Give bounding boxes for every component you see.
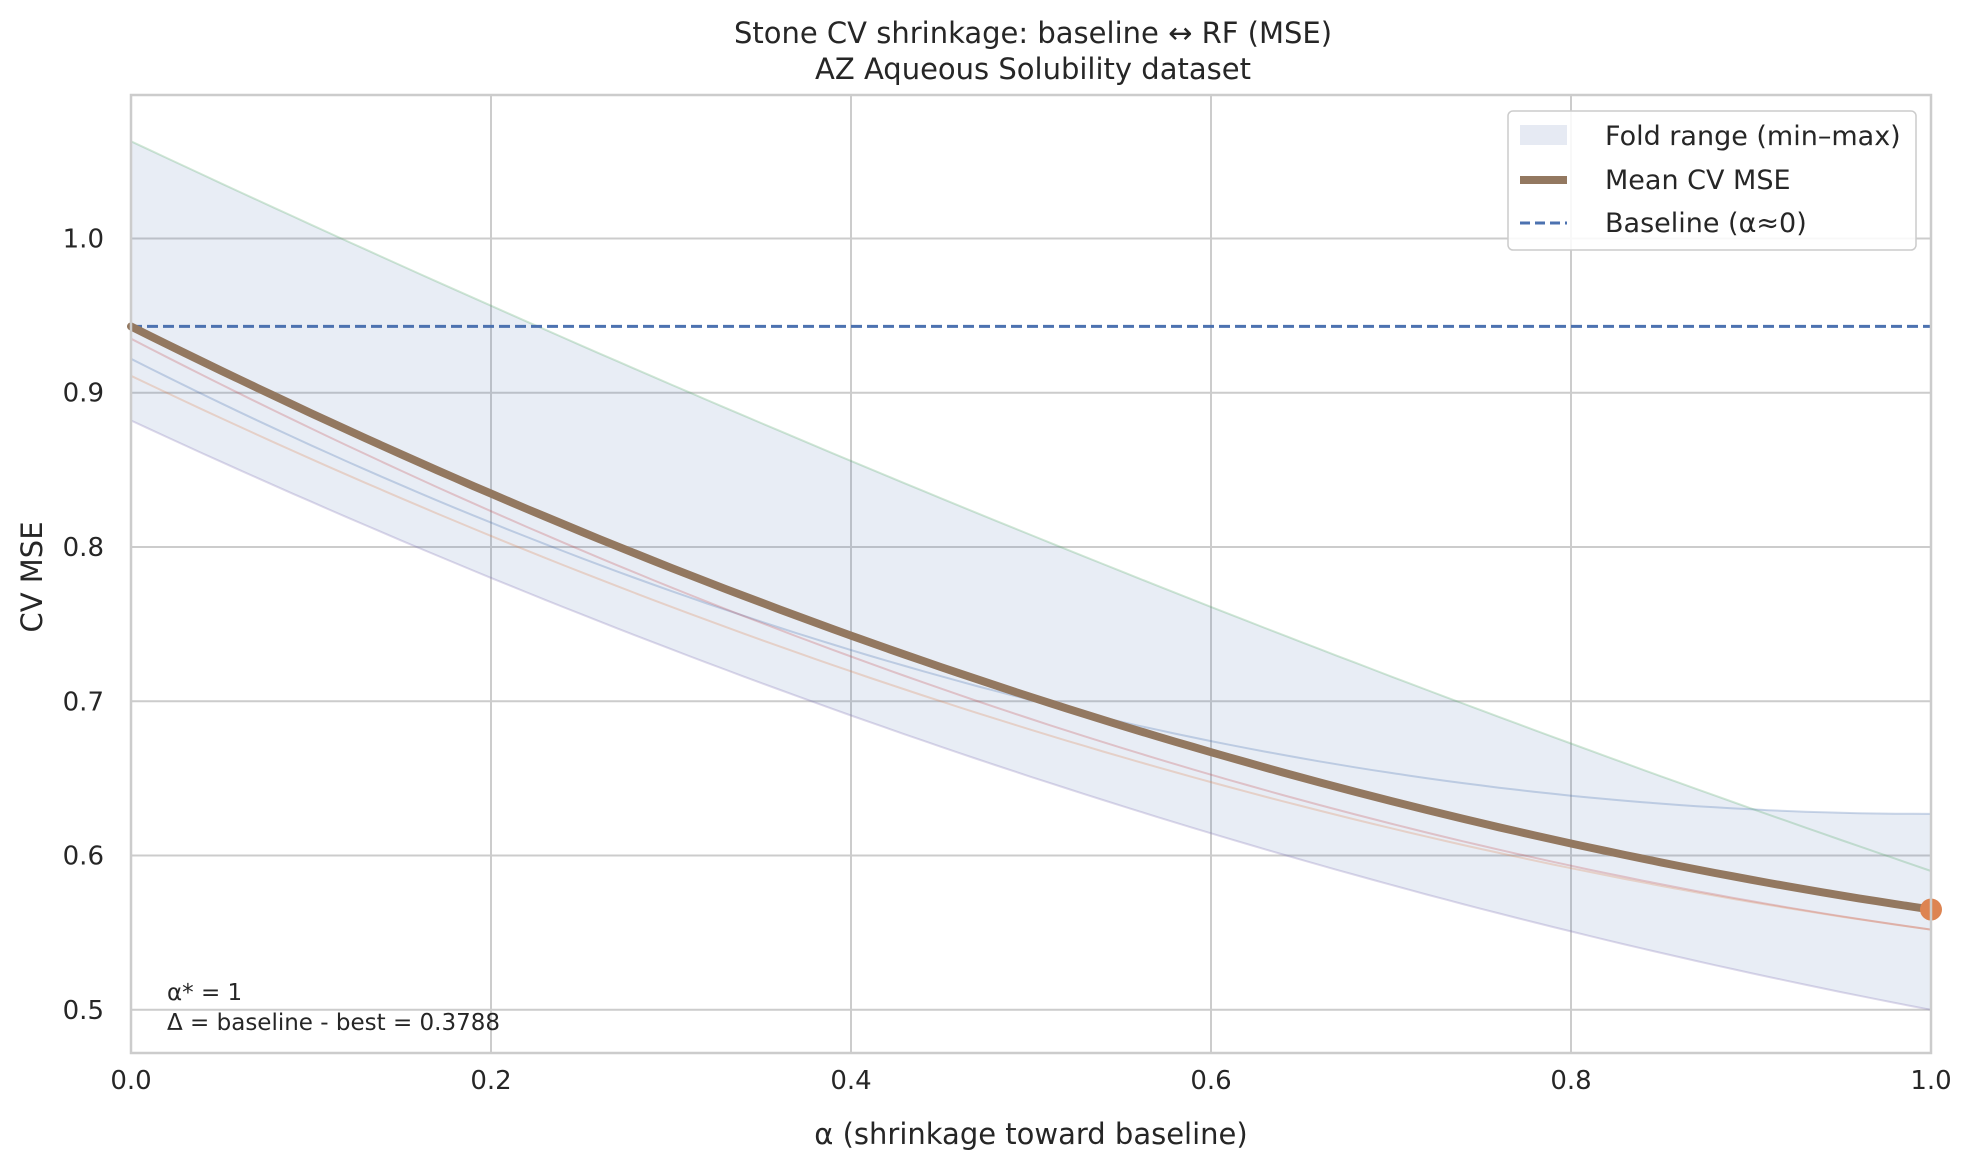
x-tick-label-3: 0.6 <box>1190 1066 1231 1096</box>
chart-title: Stone CV shrinkage: baseline ↔ RF (MSE) <box>734 16 1332 50</box>
x-tick-label-5: 1.0 <box>1910 1066 1951 1096</box>
plot-frame <box>129 93 1933 1055</box>
fold-line-fold-4 <box>130 419 1932 1011</box>
legend-label-fold-range: Fold range (min–max) <box>1605 121 1901 152</box>
annotation-box: α* = 1 Δ = baseline - best = 0.3788 <box>167 980 500 1036</box>
x-axis-label: α (shrinkage toward baseline) <box>814 1117 1247 1151</box>
y-axis-label: CV MSE <box>15 521 49 632</box>
fold-line-fold-5 <box>130 374 1932 931</box>
legend: Fold range (min–max) Mean CV MSE Baselin… <box>1507 110 1917 251</box>
y-tick-label-5: 1.0 <box>63 224 104 254</box>
x-tick-label-0: 0.0 <box>110 1066 151 1096</box>
legend-label-baseline: Baseline (α≈0) <box>1605 208 1807 239</box>
y-tick-label-0: 0.5 <box>63 996 104 1026</box>
fold-line-fold-2 <box>130 140 1932 872</box>
grid <box>130 95 1932 1053</box>
annotation-alpha-star: α* = 1 <box>167 980 242 1006</box>
legend-frame <box>1507 110 1917 251</box>
fold-range-band <box>131 141 1931 1010</box>
legend-label-mean: Mean CV MSE <box>1605 165 1791 196</box>
y-tick-label-4: 0.9 <box>63 379 104 409</box>
chart-subtitle: AZ Aqueous Solubility dataset <box>815 52 1251 86</box>
tick-labels: 0.0 0.2 0.4 0.6 0.8 1.0 0.5 0.6 0.7 0.8 0.9 1.0 <box>63 224 1952 1096</box>
y-tick-label-2: 0.7 <box>63 687 104 717</box>
x-tick-label-4: 0.8 <box>1550 1066 1591 1096</box>
fold-line-fold-3 <box>130 337 1932 931</box>
x-tick-label-2: 0.4 <box>830 1066 871 1096</box>
legend-swatch-fold-range <box>1520 125 1567 145</box>
y-tick-label-1: 0.6 <box>63 842 104 872</box>
x-tick-label-1: 0.2 <box>470 1066 511 1096</box>
y-tick-label-3: 0.8 <box>63 533 104 563</box>
mean-cv-mse-line <box>127 322 1935 914</box>
annotation-delta: Δ = baseline - best = 0.3788 <box>167 1010 500 1036</box>
fold-range-band-layer <box>131 141 1931 1010</box>
